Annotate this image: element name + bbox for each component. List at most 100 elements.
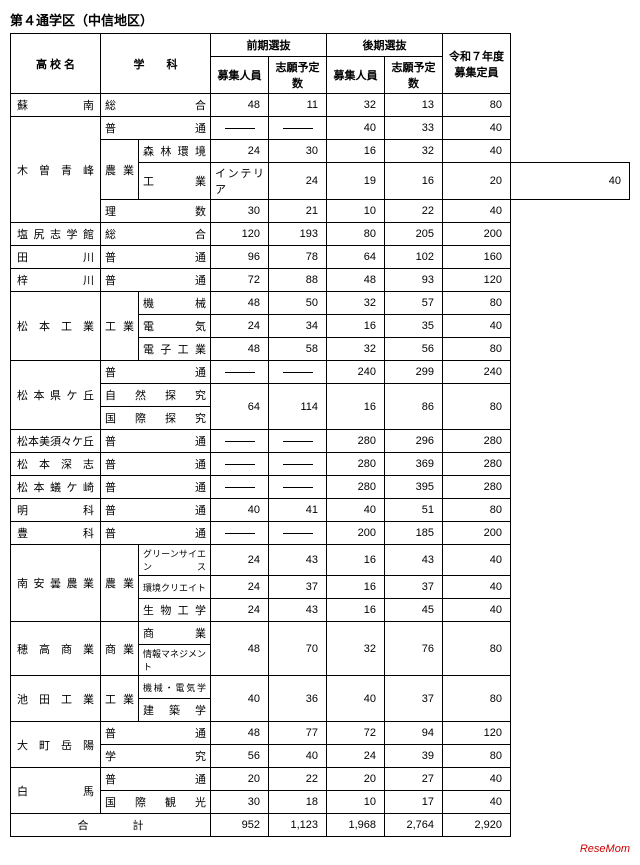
hdr-dept: 学 科 bbox=[101, 34, 211, 94]
value-cell: 40 bbox=[211, 499, 269, 522]
value-cell: 64 bbox=[327, 246, 385, 269]
value-cell: 11 bbox=[269, 94, 327, 117]
school-cell: 蘇 南 bbox=[11, 94, 101, 117]
school-cell: 大 町 岳 陽 bbox=[11, 722, 101, 768]
school-cell: 梓 川 bbox=[11, 269, 101, 292]
value-cell: 17 bbox=[385, 791, 443, 814]
value-cell: 32 bbox=[327, 292, 385, 315]
value-cell: 78 bbox=[269, 246, 327, 269]
value-cell: 114 bbox=[269, 384, 327, 430]
value-cell: 56 bbox=[211, 745, 269, 768]
sub-cell: 森林環境 bbox=[139, 140, 211, 163]
school-cell: 明 科 bbox=[11, 499, 101, 522]
value-cell bbox=[269, 453, 327, 476]
dept-cell: 普 通 bbox=[101, 269, 211, 292]
value-cell bbox=[211, 430, 269, 453]
value-cell bbox=[211, 117, 269, 140]
hdr-zenki: 前期選抜 bbox=[211, 34, 327, 57]
school-cell: 田 川 bbox=[11, 246, 101, 269]
value-cell: 32 bbox=[327, 94, 385, 117]
value-cell: 30 bbox=[269, 140, 327, 163]
dept-cell: 自然探究 bbox=[101, 384, 211, 407]
value-cell: 185 bbox=[385, 522, 443, 545]
school-cell: 松 本 蟻 ケ 崎 bbox=[11, 476, 101, 499]
value-cell: 102 bbox=[385, 246, 443, 269]
value-cell bbox=[269, 430, 327, 453]
value-cell: 22 bbox=[385, 200, 443, 223]
sub-cell: グリーンサイエンス bbox=[139, 545, 211, 576]
value-cell: 80 bbox=[443, 622, 511, 676]
value-cell: 24 bbox=[269, 163, 327, 200]
total-label: 合 計 bbox=[11, 814, 211, 837]
value-cell: 48 bbox=[211, 722, 269, 745]
value-cell: 40 bbox=[269, 745, 327, 768]
value-cell: 280 bbox=[443, 430, 511, 453]
value-cell: 40 bbox=[443, 768, 511, 791]
value-cell: 80 bbox=[443, 745, 511, 768]
value-cell: 10 bbox=[327, 791, 385, 814]
school-cell: 穂 高 商 業 bbox=[11, 622, 101, 676]
table-row: 松 本 工 業工業機 械4850325780 bbox=[11, 292, 630, 315]
school-cell: 塩 尻 志 学 館 bbox=[11, 223, 101, 246]
value-cell: 94 bbox=[385, 722, 443, 745]
value-cell: 40 bbox=[443, 576, 511, 599]
value-cell: 40 bbox=[327, 676, 385, 722]
dept-cell: 普 通 bbox=[101, 430, 211, 453]
value-cell: 395 bbox=[385, 476, 443, 499]
value-cell bbox=[269, 361, 327, 384]
value-cell: 45 bbox=[385, 599, 443, 622]
value-cell: 200 bbox=[443, 522, 511, 545]
value-cell: 37 bbox=[385, 576, 443, 599]
dept-cell: 農業 bbox=[101, 545, 139, 622]
sub-cell: 生物工学 bbox=[139, 599, 211, 622]
value-cell: 40 bbox=[443, 545, 511, 576]
dept-cell: 総 合 bbox=[101, 223, 211, 246]
value-cell: 58 bbox=[269, 338, 327, 361]
value-cell: 240 bbox=[327, 361, 385, 384]
value-cell bbox=[211, 476, 269, 499]
value-cell: 32 bbox=[385, 140, 443, 163]
value-cell: 48 bbox=[211, 622, 269, 676]
value-cell bbox=[211, 453, 269, 476]
table-row: 蘇 南総 合4811321380 bbox=[11, 94, 630, 117]
value-cell: 35 bbox=[385, 315, 443, 338]
dept-cell: 普 通 bbox=[101, 246, 211, 269]
sub-cell: 電 気 bbox=[139, 315, 211, 338]
value-cell: 193 bbox=[269, 223, 327, 246]
table-title: 第４通学区（中信地区） bbox=[10, 10, 630, 29]
hdr-school: 高 校 名 bbox=[11, 34, 101, 94]
hdr-z-boshu: 募集人員 bbox=[211, 57, 269, 94]
dept-cell: 工業 bbox=[101, 676, 139, 722]
value-cell: 40 bbox=[443, 791, 511, 814]
table-row: 松 本 県 ケ 丘普 通240299240 bbox=[11, 361, 630, 384]
value-cell: 80 bbox=[443, 338, 511, 361]
total-z1: 952 bbox=[211, 814, 269, 837]
value-cell: 33 bbox=[385, 117, 443, 140]
value-cell: 32 bbox=[327, 338, 385, 361]
value-cell: 40 bbox=[327, 117, 385, 140]
value-cell: 76 bbox=[385, 622, 443, 676]
dept-cell: 普 通 bbox=[101, 722, 211, 745]
total-z2: 1,123 bbox=[269, 814, 327, 837]
table-row: 学 究5640243980 bbox=[11, 745, 630, 768]
table-row: 理 数3021102240 bbox=[11, 200, 630, 223]
value-cell: 77 bbox=[269, 722, 327, 745]
sub-cell: インテリア bbox=[211, 163, 269, 200]
value-cell: 48 bbox=[211, 292, 269, 315]
dept-cell: 普 通 bbox=[101, 453, 211, 476]
table-row: 松本美須々ケ丘普 通280296280 bbox=[11, 430, 630, 453]
dept-cell: 工業 bbox=[101, 292, 139, 361]
value-cell bbox=[269, 522, 327, 545]
value-cell: 50 bbox=[269, 292, 327, 315]
table-row: 塩 尻 志 学 館総 合12019380205200 bbox=[11, 223, 630, 246]
value-cell: 16 bbox=[327, 599, 385, 622]
value-cell: 296 bbox=[385, 430, 443, 453]
total-r: 2,920 bbox=[443, 814, 511, 837]
value-cell: 43 bbox=[385, 545, 443, 576]
value-cell: 56 bbox=[385, 338, 443, 361]
dept-cell: 国際観光 bbox=[101, 791, 211, 814]
value-cell: 48 bbox=[327, 269, 385, 292]
value-cell: 22 bbox=[269, 768, 327, 791]
value-cell: 10 bbox=[327, 200, 385, 223]
table-row: 自然探究64114168680 bbox=[11, 384, 630, 407]
